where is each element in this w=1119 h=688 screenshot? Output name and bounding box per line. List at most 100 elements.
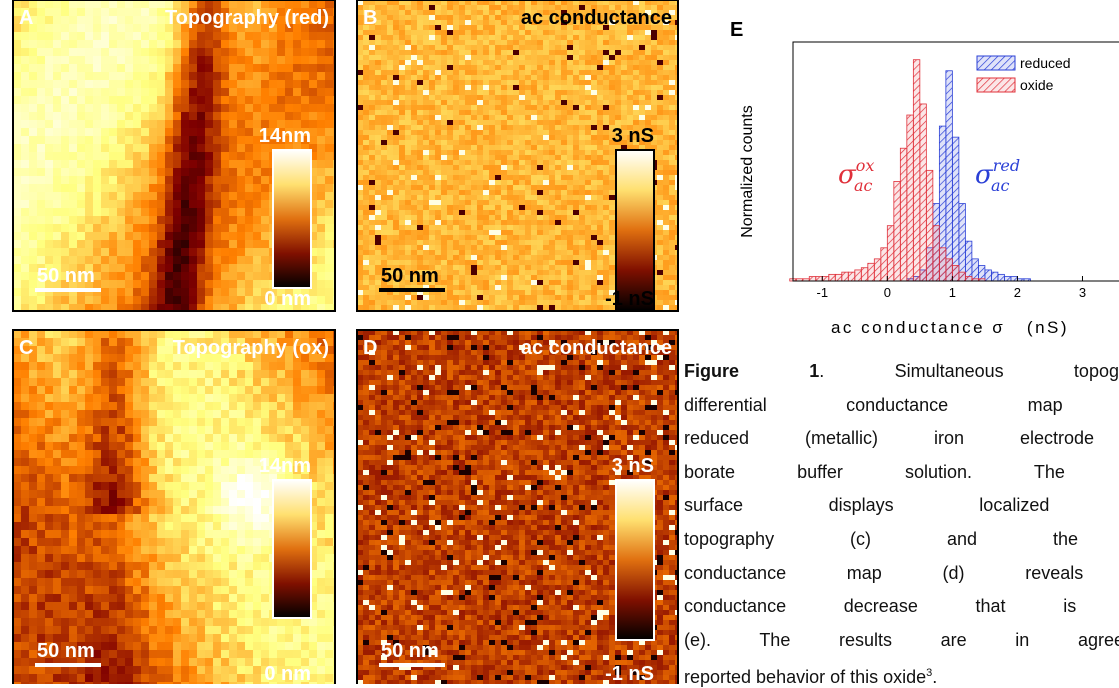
image-pixel — [13, 232, 21, 240]
image-pixel — [261, 80, 269, 88]
image-pixel — [453, 130, 459, 135]
image-pixel — [567, 280, 573, 285]
image-pixel — [501, 140, 507, 145]
image-pixel — [237, 64, 245, 72]
image-pixel — [125, 264, 133, 272]
image-pixel — [117, 56, 125, 64]
image-pixel — [471, 175, 477, 180]
image-pixel — [37, 8, 45, 16]
image-pixel — [459, 195, 465, 200]
image-pixel — [261, 32, 269, 40]
image-pixel — [429, 180, 435, 185]
image-pixel — [429, 95, 435, 100]
image-pixel — [157, 48, 165, 56]
image-pixel — [375, 150, 381, 155]
image-pixel — [109, 8, 117, 16]
image-pixel — [597, 145, 603, 150]
image-pixel — [393, 255, 399, 260]
image-pixel — [13, 256, 21, 264]
image-pixel — [477, 285, 483, 290]
image-pixel — [423, 160, 429, 165]
image-pixel — [633, 80, 639, 85]
image-pixel — [543, 235, 549, 240]
image-pixel — [645, 70, 651, 75]
image-pixel — [93, 248, 101, 256]
image-pixel — [417, 75, 423, 80]
image-pixel — [53, 256, 61, 264]
image-pixel — [603, 220, 609, 225]
image-pixel — [317, 48, 325, 56]
image-pixel — [37, 208, 45, 216]
image-pixel — [453, 150, 459, 155]
image-pixel — [627, 40, 633, 45]
image-pixel — [37, 72, 45, 80]
image-pixel — [585, 220, 591, 225]
image-pixel — [561, 270, 567, 275]
image-pixel — [393, 80, 399, 85]
image-pixel — [393, 240, 399, 245]
image-pixel — [543, 215, 549, 220]
image-pixel — [277, 88, 285, 96]
image-pixel — [543, 100, 549, 105]
image-pixel — [561, 290, 567, 295]
image-pixel — [387, 125, 393, 130]
image-pixel — [561, 180, 567, 185]
image-pixel — [465, 185, 471, 190]
image-pixel — [597, 110, 603, 115]
image-pixel — [657, 290, 663, 295]
image-pixel — [555, 160, 561, 165]
image-pixel — [567, 125, 573, 130]
image-pixel — [441, 55, 447, 60]
image-pixel — [519, 100, 525, 105]
image-pixel — [369, 100, 375, 105]
image-pixel — [489, 195, 495, 200]
image-pixel — [525, 255, 531, 260]
image-pixel — [627, 45, 633, 50]
image-pixel — [501, 65, 507, 70]
image-pixel — [245, 216, 253, 224]
image-pixel — [657, 295, 663, 300]
image-pixel — [561, 210, 567, 215]
image-pixel — [477, 145, 483, 150]
image-pixel — [221, 120, 229, 128]
image-pixel — [447, 115, 453, 120]
image-pixel — [133, 192, 141, 200]
image-pixel — [101, 248, 109, 256]
image-pixel — [221, 72, 229, 80]
image-pixel — [477, 295, 483, 300]
image-pixel — [149, 0, 157, 8]
image-pixel — [537, 190, 543, 195]
image-pixel — [459, 265, 465, 270]
image-pixel — [37, 128, 45, 136]
image-pixel — [423, 95, 429, 100]
image-pixel — [117, 32, 125, 40]
image-pixel — [109, 240, 117, 248]
image-pixel — [561, 70, 567, 75]
image-pixel — [117, 152, 125, 160]
image-pixel — [77, 120, 85, 128]
image-pixel — [221, 216, 229, 224]
image-pixel — [465, 75, 471, 80]
image-pixel — [621, 90, 627, 95]
image-pixel — [363, 250, 369, 255]
image-pixel — [381, 295, 387, 300]
image-pixel — [399, 15, 405, 20]
image-pixel — [597, 95, 603, 100]
image-pixel — [555, 175, 561, 180]
image-pixel — [317, 240, 325, 248]
image-pixel — [423, 200, 429, 205]
image-pixel — [109, 152, 117, 160]
image-pixel — [399, 200, 405, 205]
image-pixel — [633, 110, 639, 115]
image-pixel — [573, 290, 579, 295]
image-pixel — [435, 40, 441, 45]
image-pixel — [591, 230, 597, 235]
image-pixel — [555, 205, 561, 210]
image-pixel — [141, 32, 149, 40]
image-pixel — [189, 104, 197, 112]
image-pixel — [423, 90, 429, 95]
image-pixel — [261, 272, 269, 280]
image-pixel — [393, 10, 399, 15]
image-pixel — [375, 30, 381, 35]
image-pixel — [453, 190, 459, 195]
